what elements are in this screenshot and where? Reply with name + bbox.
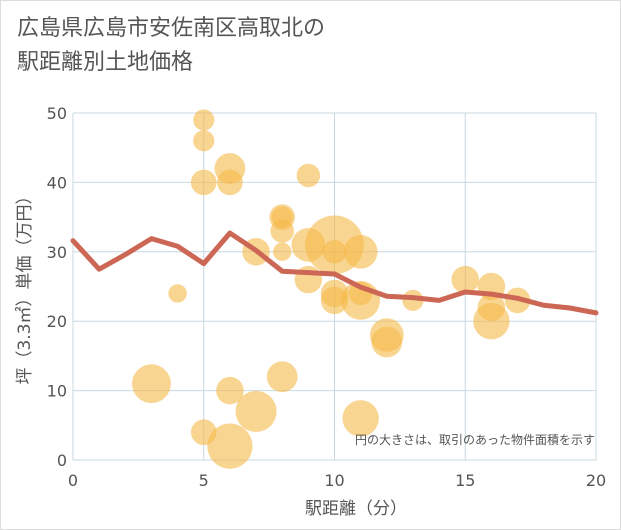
bubble-point xyxy=(217,169,243,196)
bubble-point xyxy=(190,169,217,196)
x-tick-label: 20 xyxy=(586,471,606,490)
x-tick-label: 5 xyxy=(199,471,209,490)
bubble-point xyxy=(168,284,187,303)
bubble-point xyxy=(451,265,479,294)
bubble-point xyxy=(270,219,294,243)
y-tick-label: 50 xyxy=(47,104,67,123)
bubble-point xyxy=(193,130,215,152)
bubble-series xyxy=(132,109,531,469)
trend-line xyxy=(70,230,599,316)
x-tick-label: 10 xyxy=(324,471,344,490)
bubble-size-note: 円の大きさは、取引のあった物件面積を示す xyxy=(355,432,595,447)
x-tick-label: 15 xyxy=(455,471,475,490)
x-tick-labels: 0 5 10 15 20 xyxy=(68,471,606,490)
y-tick-label: 10 xyxy=(47,382,67,401)
bubble-point xyxy=(216,376,244,405)
x-tick-label: 0 xyxy=(68,471,78,490)
bubble-point xyxy=(132,364,171,404)
bubble-point xyxy=(296,163,321,188)
y-tick-label: 20 xyxy=(47,312,67,331)
bubble-point xyxy=(235,390,277,432)
y-tick-label: 0 xyxy=(57,451,67,470)
bubble-point xyxy=(473,303,510,340)
y-axis-title: 坪（3.3㎡）単価（万円） xyxy=(15,187,35,384)
bubble-point xyxy=(273,242,292,261)
bubble-point xyxy=(266,361,298,393)
bubble-point xyxy=(371,326,403,358)
bubble-point xyxy=(207,423,253,469)
y-tick-label: 40 xyxy=(47,173,67,192)
bubble-point xyxy=(342,400,379,437)
bubble-point xyxy=(343,234,378,269)
bubble-point xyxy=(193,109,215,131)
x-axis-title: 駅距離（分） xyxy=(305,499,407,519)
bubble-point xyxy=(322,240,347,264)
y-tick-label: 30 xyxy=(47,243,67,262)
chart-title: 広島県広島市安佐南区高取北の 駅距離別土地価格 xyxy=(17,16,326,75)
trend-line-series xyxy=(70,230,599,316)
bubble-point xyxy=(320,286,349,315)
y-tick-labels: 0 10 20 30 40 50 xyxy=(47,104,67,470)
